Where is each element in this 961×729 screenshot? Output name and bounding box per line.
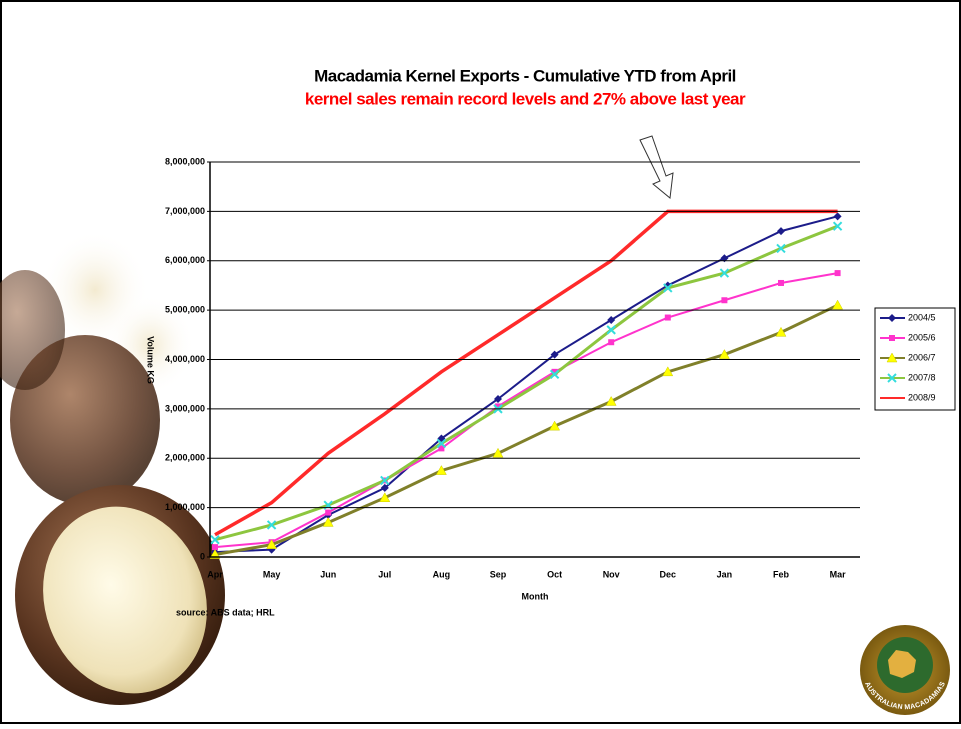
y-tick-label: 8,000,000	[165, 156, 205, 166]
x-tick-label: Jun	[320, 569, 336, 579]
series-line	[214, 215, 838, 554]
legend-label: 2005/6	[908, 332, 936, 342]
point	[549, 369, 560, 380]
y-tick-label: 7,000,000	[165, 206, 205, 216]
series	[210, 221, 843, 545]
point	[550, 350, 559, 359]
point	[549, 420, 561, 431]
source-note: source: ABS data; HRL	[176, 607, 275, 617]
series-line	[214, 272, 838, 549]
point	[325, 509, 332, 516]
series-line	[214, 303, 839, 557]
point	[605, 395, 617, 406]
x-tick-label: Jul	[378, 569, 391, 579]
legend-marker	[887, 373, 897, 383]
y-tick-label: 4,000,000	[165, 354, 205, 364]
y-tick-label: 2,000,000	[165, 453, 205, 463]
chart-subtitle: kernel sales remain record levels and 27…	[305, 89, 746, 108]
point	[718, 349, 730, 359]
x-tick-label: Aug	[433, 569, 451, 579]
x-axis-title: Month	[522, 591, 549, 601]
point	[436, 438, 447, 449]
point	[834, 270, 841, 277]
y-tick-label: 1,000,000	[165, 502, 205, 512]
point	[435, 465, 447, 475]
y-tick-label: 5,000,000	[165, 305, 205, 315]
point	[721, 297, 728, 304]
series-line	[214, 224, 839, 542]
point	[664, 314, 671, 321]
point	[663, 283, 673, 293]
legend-label: 2004/5	[908, 312, 936, 322]
point	[492, 447, 504, 458]
y-tick-label: 6,000,000	[165, 255, 205, 265]
x-tick-label: Mar	[830, 569, 847, 579]
legend-marker	[889, 335, 895, 341]
logo: AUSTRALIAN MACADAMIAS	[860, 625, 950, 715]
chart-title: Macadamia Kernel Exports - Cumulative YT…	[314, 66, 736, 85]
y-axis-title: Volume KG	[146, 336, 156, 384]
point	[833, 212, 842, 221]
point	[608, 339, 615, 346]
callout-arrow	[639, 135, 674, 199]
point	[776, 243, 786, 254]
point	[607, 316, 616, 324]
legend-marker	[888, 314, 896, 322]
point	[438, 445, 445, 452]
point	[719, 268, 730, 278]
x-tick-label: Jan	[717, 569, 733, 579]
point	[380, 483, 389, 492]
point	[606, 325, 616, 335]
point	[778, 279, 784, 286]
point	[832, 221, 843, 231]
point	[775, 326, 787, 337]
legend-label: 2006/7	[908, 352, 936, 362]
point	[379, 492, 391, 502]
point	[266, 520, 277, 530]
legend-label: 2007/8	[908, 372, 936, 382]
x-tick-label: Sep	[490, 569, 507, 579]
x-tick-label: Feb	[773, 569, 790, 579]
point	[266, 539, 278, 549]
point	[777, 227, 785, 236]
x-tick-label: Dec	[660, 569, 677, 579]
y-tick-label: 0	[200, 551, 205, 561]
point	[551, 368, 558, 375]
point	[494, 395, 502, 403]
x-tick-label: May	[263, 569, 281, 579]
legend-label: 2008/9	[908, 392, 936, 402]
plot-area	[209, 209, 844, 559]
point	[210, 535, 220, 545]
point	[380, 475, 390, 486]
y-tick-label: 3,000,000	[165, 403, 205, 413]
point	[212, 544, 218, 551]
point	[495, 403, 501, 410]
decoration	[0, 230, 225, 705]
x-tick-label: Oct	[547, 569, 562, 579]
legend-marker	[886, 352, 898, 363]
x-tick-label: Apr	[207, 569, 223, 579]
point	[322, 516, 334, 527]
point	[832, 299, 844, 310]
point	[662, 366, 674, 377]
x-tick-label: Nov	[603, 569, 620, 579]
